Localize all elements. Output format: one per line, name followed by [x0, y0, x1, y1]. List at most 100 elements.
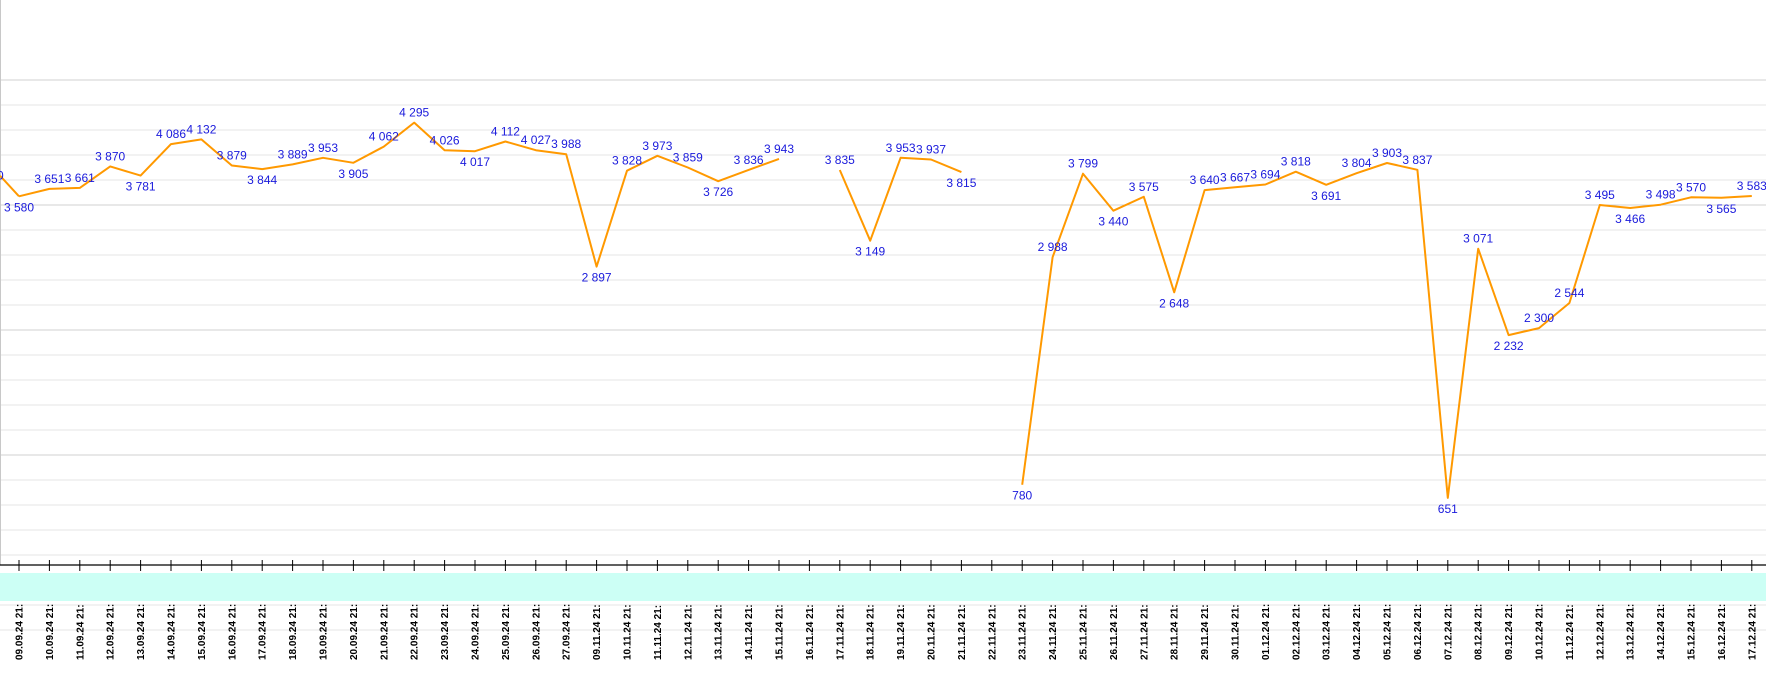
data-label: 3 943 — [764, 142, 794, 156]
x-tick-label: 08.12.24 21: — [1474, 604, 1485, 660]
data-label: 3 575 — [1129, 180, 1159, 194]
x-tick-label: 15.09.24 21: — [197, 604, 208, 660]
x-tick-label: 10.12.24 21: — [1535, 604, 1546, 660]
data-label: 3 815 — [946, 176, 976, 190]
x-tick-labels: 09.09.24 21: 10.09.24 21: 11.09.24 21: 12.0… — [15, 604, 1759, 660]
data-label: 3 828 — [612, 154, 642, 168]
x-tick-label: 12.12.24 21: — [1595, 604, 1606, 660]
x-tick-label: 22.11.24 21: — [987, 604, 998, 660]
data-label: 2 648 — [1159, 296, 1189, 310]
x-tick-label: 14.11.24 21: — [744, 604, 755, 660]
series-line — [1021, 162, 1752, 499]
x-tick-label: 14.12.24 21: — [1656, 604, 1667, 660]
x-tick-label: 16.09.24 21: — [227, 604, 238, 660]
data-label: 3 691 — [1311, 189, 1341, 203]
data-label: 3 870 — [95, 149, 125, 163]
x-tick-label: 04.12.24 21: — [1352, 604, 1363, 660]
data-label: 2 300 — [1524, 311, 1554, 325]
x-tick-label: 24.11.24 21: — [1048, 604, 1059, 660]
data-label: 3 565 — [1706, 202, 1736, 216]
data-label: 3 988 — [551, 137, 581, 151]
x-tick-label: 21.11.24 21: — [957, 604, 968, 660]
data-label: 3 818 — [1281, 155, 1311, 169]
data-label: 2 544 — [1554, 286, 1584, 300]
x-tick-label: 25.11.24 21: — [1079, 604, 1090, 660]
data-label: 3 973 — [642, 139, 672, 153]
data-label: 3 440 — [1098, 215, 1128, 229]
x-tick-label: 19.09.24 21: — [319, 604, 330, 660]
x-tick-label: 17.09.24 21: — [258, 604, 269, 660]
data-label: 3 570 — [1676, 180, 1706, 194]
x-tick-label: 02.12.24 21: — [1291, 604, 1302, 660]
series-layer — [0, 121, 1752, 499]
data-label: 3 879 — [217, 149, 247, 163]
x-tick-label: 23.09.24 21: — [440, 604, 451, 660]
x-tick-label: 10.11.24 21: — [623, 604, 634, 660]
x-tick-label: 11.11.24 21: — [653, 605, 664, 660]
x-tick-label: 01.12.24 21: — [1261, 604, 1272, 660]
data-label: 3 937 — [916, 143, 946, 157]
x-tick-label: 12.11.24 21: — [683, 604, 694, 660]
data-label: 3 953 — [308, 141, 338, 155]
data-label: 3 651 — [34, 172, 64, 186]
x-tick-label: 15.12.24 21: — [1687, 604, 1698, 660]
x-tick-label: 29.11.24 21: — [1200, 604, 1211, 660]
x-tick-label: 05.12.24 21: — [1383, 604, 1394, 660]
x-axis — [0, 560, 1766, 571]
x-tick-label: 27.11.24 21: — [1139, 604, 1150, 660]
data-label: 3 071 — [1463, 232, 1493, 246]
data-label: 3 781 — [126, 180, 156, 194]
data-label: 3 889 — [278, 147, 308, 161]
data-label: 2 988 — [1038, 240, 1068, 254]
data-label: 3 905 — [338, 167, 368, 181]
data-label: 3 580 — [4, 200, 34, 214]
data-label: 3 498 — [1646, 188, 1676, 202]
x-tick-label: 30.11.24 21: — [1231, 604, 1242, 660]
data-label: 4 062 — [369, 130, 399, 144]
data-label: 2 232 — [1494, 339, 1524, 353]
data-label: 3 804 — [1342, 156, 1372, 170]
x-tick-label: 06.12.24 21: — [1413, 604, 1424, 660]
data-label: 3 836 — [734, 153, 764, 167]
x-tick-label: 09.12.24 21: — [1504, 604, 1515, 660]
x-tick-label: 21.09.24 21: — [379, 604, 390, 660]
x-tick-label: 17.12.24 21: — [1747, 604, 1758, 660]
data-label: 3 495 — [1585, 188, 1615, 202]
x-tick-label: 26.09.24 21: — [531, 604, 542, 660]
data-label: 3 149 — [855, 245, 885, 259]
x-tick-label: 18.09.24 21: — [288, 604, 299, 660]
x-tick-label: 22.09.24 21: — [410, 604, 421, 660]
x-tick-label: 14.09.24 21: — [167, 604, 178, 660]
x-tick-label: 24.09.24 21: — [471, 604, 482, 660]
x-tick-label: 13.11.24 21: — [714, 604, 725, 660]
x-tick-label: 13.09.24 21: — [136, 604, 147, 660]
data-label: 4 295 — [399, 106, 429, 120]
data-label: 651 — [1438, 502, 1458, 516]
series-line — [18, 121, 780, 268]
series-line — [838, 156, 962, 242]
data-label: 3 667 — [1220, 170, 1250, 184]
series-line-segment — [0, 175, 20, 197]
scroll-band[interactable] — [0, 573, 1766, 601]
x-tick-label: 07.12.24 21: — [1443, 604, 1454, 660]
data-label: 3 835 — [825, 153, 855, 167]
x-tick-label: 10.09.24 21: — [45, 604, 56, 660]
x-tick-label: 09.09.24 21: — [15, 604, 26, 660]
data-label: 3 953 — [886, 141, 916, 155]
data-label: 3 799 — [1068, 157, 1098, 171]
data-label: 3 466 — [1615, 212, 1645, 226]
data-label: 3 837 — [1402, 153, 1432, 167]
x-tick-label: 13.12.24 21: — [1626, 604, 1637, 660]
data-label: 4 017 — [460, 155, 490, 169]
gridlines — [0, 79, 1766, 631]
x-tick-label: 16.12.24 21: — [1717, 604, 1728, 660]
data-label: 3 640 — [1190, 173, 1220, 187]
x-tick-label: 20.11.24 21: — [927, 604, 938, 660]
data-label: 4 027 — [521, 133, 551, 147]
data-label: 3 726 — [703, 185, 733, 199]
x-tick-label: 17.11.24 21: — [835, 604, 846, 660]
x-tick-label: 09.11.24 21: — [592, 604, 603, 660]
